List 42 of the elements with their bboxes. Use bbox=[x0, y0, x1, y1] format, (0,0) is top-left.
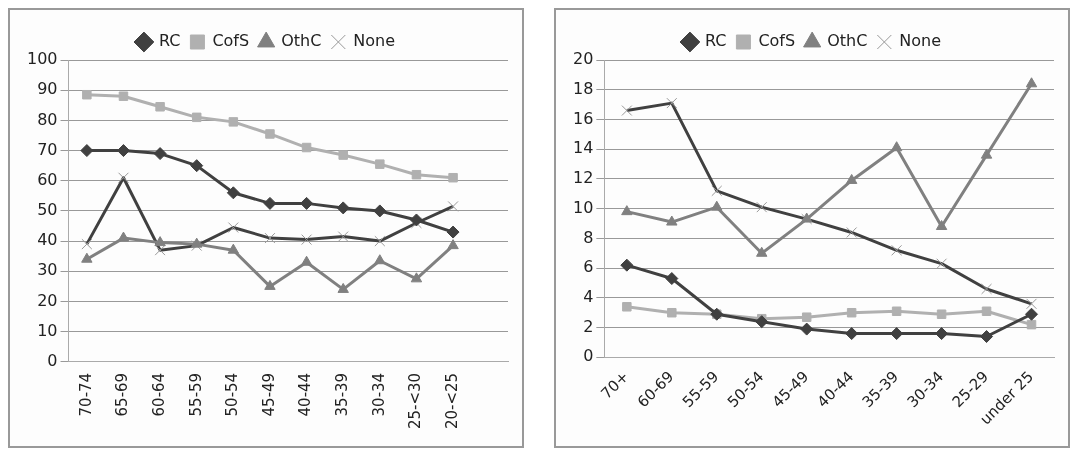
y-tick-label: 0 bbox=[583, 346, 594, 366]
y-tick-label: 18 bbox=[573, 78, 594, 98]
x-tick-label: 60-64 bbox=[149, 372, 168, 417]
y-tick-label: 50 bbox=[37, 200, 58, 220]
y-tick-label: 60 bbox=[37, 169, 58, 189]
y-tick-label: 8 bbox=[583, 227, 594, 247]
x-tick-label: 50-54 bbox=[223, 372, 242, 417]
legend-label: CofS bbox=[758, 31, 796, 51]
y-tick-label: 100 bbox=[26, 49, 58, 69]
y-tick-label: 4 bbox=[583, 287, 594, 307]
y-tick-label: 2 bbox=[583, 316, 594, 336]
legend-label: None bbox=[899, 31, 942, 51]
legend-label: OthC bbox=[281, 31, 322, 51]
y-tick-label: 10 bbox=[37, 320, 58, 340]
x-tick-label: 25-<30 bbox=[406, 372, 425, 429]
y-tick-label: 0 bbox=[47, 351, 58, 370]
x-tick-label: 70+ bbox=[597, 367, 633, 403]
y-tick-label: 6 bbox=[583, 257, 594, 277]
x-tick-label: 40-44 bbox=[296, 372, 315, 417]
y-tick-label: 40 bbox=[37, 230, 58, 250]
legend-label: OthC bbox=[827, 31, 868, 51]
y-tick-label: 20 bbox=[37, 290, 58, 310]
x-tick-label: 20-<25 bbox=[442, 372, 461, 429]
y-tick-label: 12 bbox=[573, 168, 594, 188]
y-tick-label: 16 bbox=[573, 108, 594, 128]
y-tick-label: 10 bbox=[573, 197, 594, 217]
legend-label: RC bbox=[158, 31, 181, 51]
legend-label: CofS bbox=[212, 31, 250, 51]
y-tick-label: 80 bbox=[37, 109, 58, 129]
x-tick-label: 65-69 bbox=[113, 372, 132, 417]
legend-label: RC bbox=[704, 31, 727, 51]
y-tick-label: 14 bbox=[573, 138, 594, 158]
y-tick-label: 30 bbox=[37, 260, 58, 280]
x-tick-label: 35-39 bbox=[333, 372, 352, 417]
legend-label: None bbox=[353, 31, 396, 51]
y-tick-label: 90 bbox=[37, 79, 58, 99]
y-tick-label: 70 bbox=[37, 139, 58, 159]
x-tick-label: 45-49 bbox=[259, 372, 278, 417]
y-tick-label: 20 bbox=[573, 49, 594, 69]
x-tick-label: 30-34 bbox=[369, 372, 388, 417]
x-tick-label: 55-59 bbox=[186, 372, 205, 417]
x-tick-label: 70-74 bbox=[76, 372, 95, 417]
